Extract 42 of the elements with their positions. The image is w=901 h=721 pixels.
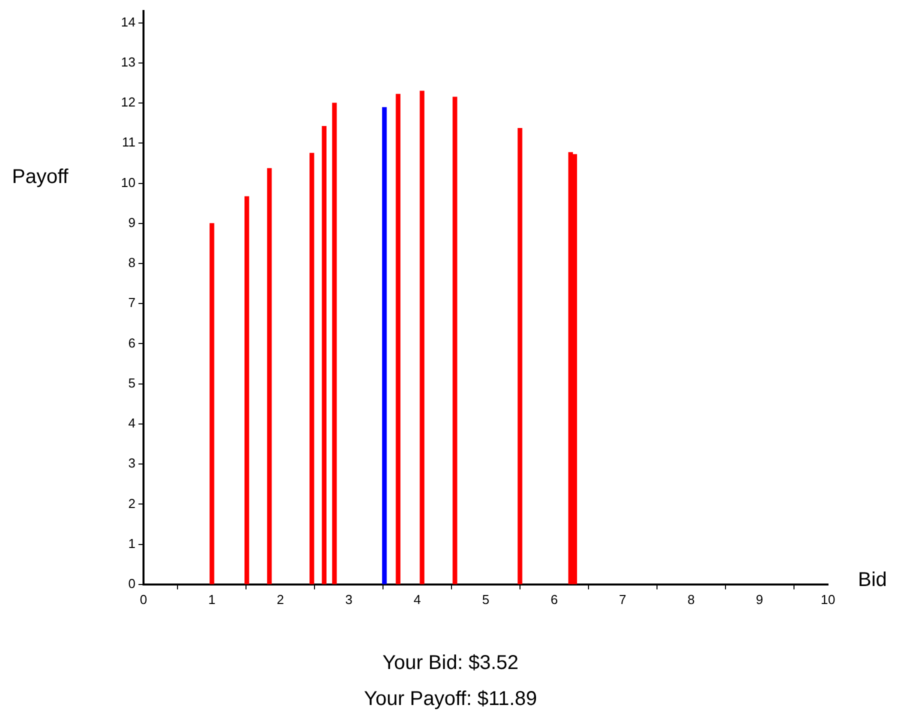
- bar: [452, 96, 458, 584]
- bar: [310, 152, 314, 584]
- bar: [382, 107, 387, 584]
- text: Your Bid: $3.52: [381, 651, 520, 676]
- y-tick-label: 1: [128, 536, 136, 551]
- bar: [244, 196, 250, 584]
- y-tick-label: 12: [120, 94, 136, 110]
- x-tick-label: 8: [687, 592, 695, 607]
- y-axis-title: Payoff: [12, 166, 68, 189]
- y-tick-label: 11: [122, 134, 136, 150]
- x-tick-label: 6: [550, 592, 558, 607]
- x-tick-label: 4: [414, 592, 421, 607]
- y-tick-label: 13: [120, 54, 136, 70]
- bar: [332, 102, 337, 584]
- y-tick-label: 8: [128, 255, 136, 270]
- bar: [322, 126, 327, 584]
- y-tick-label: 2: [128, 496, 136, 511]
- bar: [518, 128, 522, 584]
- y-tick-label: 3: [128, 456, 136, 471]
- y-tick-label: 4: [128, 416, 136, 431]
- x-tick-label: 0: [140, 592, 148, 607]
- y-tick-label: 9: [128, 214, 136, 230]
- x-tick-label: 9: [756, 592, 764, 607]
- text: Your Payoff: $11.89: [362, 687, 538, 712]
- y-tick-label: 0: [128, 576, 136, 591]
- y-tick-label: 10: [120, 174, 136, 190]
- bar: [420, 90, 424, 584]
- bar: [210, 223, 214, 584]
- x-tick-label: 3: [345, 592, 352, 607]
- y-tick-label: 14: [120, 14, 136, 30]
- x-tick-label: 1: [208, 592, 216, 607]
- bar: [572, 154, 578, 584]
- y-tick-label: 7: [128, 295, 136, 310]
- bar: [396, 94, 400, 584]
- x-axis-title: Bid: [858, 569, 887, 592]
- bar: [267, 168, 272, 584]
- x-tick-label: 7: [619, 592, 626, 607]
- y-tick-label: 5: [128, 375, 136, 390]
- x-tick-label: 2: [276, 592, 284, 607]
- y-tick-label: 6: [128, 335, 136, 350]
- x-tick-label: 5: [482, 592, 490, 607]
- x-tick-label: 10: [820, 592, 836, 607]
